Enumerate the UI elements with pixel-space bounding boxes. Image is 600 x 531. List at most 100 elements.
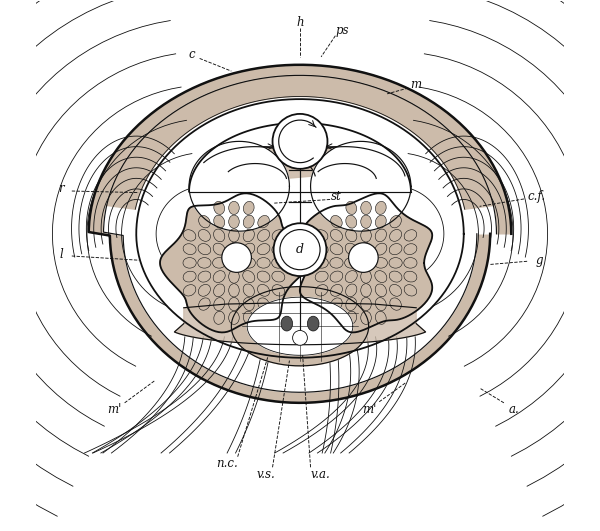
Text: m': m': [107, 402, 121, 416]
Ellipse shape: [346, 284, 357, 297]
Ellipse shape: [229, 243, 239, 256]
Ellipse shape: [244, 297, 254, 311]
Ellipse shape: [346, 297, 356, 311]
Text: l: l: [59, 249, 63, 261]
Ellipse shape: [198, 244, 211, 255]
Ellipse shape: [243, 271, 255, 282]
Ellipse shape: [404, 258, 417, 268]
Ellipse shape: [390, 216, 401, 228]
Ellipse shape: [257, 244, 270, 255]
Ellipse shape: [272, 244, 285, 254]
Ellipse shape: [315, 271, 328, 282]
Ellipse shape: [404, 230, 416, 241]
Text: g: g: [536, 254, 543, 267]
Ellipse shape: [229, 201, 239, 215]
Ellipse shape: [183, 258, 196, 268]
Ellipse shape: [307, 316, 319, 331]
Ellipse shape: [243, 229, 254, 242]
Ellipse shape: [258, 216, 269, 228]
Polygon shape: [189, 141, 289, 231]
Ellipse shape: [346, 311, 356, 324]
Ellipse shape: [198, 258, 211, 268]
Ellipse shape: [257, 271, 270, 282]
Ellipse shape: [361, 270, 371, 283]
Polygon shape: [300, 193, 432, 332]
Ellipse shape: [199, 216, 210, 228]
Ellipse shape: [331, 229, 343, 241]
Ellipse shape: [199, 298, 210, 310]
Ellipse shape: [214, 229, 225, 242]
Ellipse shape: [258, 298, 269, 310]
Ellipse shape: [331, 285, 343, 296]
Circle shape: [280, 229, 320, 270]
Ellipse shape: [214, 201, 224, 215]
Ellipse shape: [361, 215, 371, 228]
Ellipse shape: [229, 229, 239, 242]
Ellipse shape: [257, 229, 269, 241]
Ellipse shape: [315, 258, 328, 268]
Text: h: h: [296, 16, 304, 29]
Ellipse shape: [227, 258, 241, 268]
Circle shape: [349, 243, 378, 272]
Ellipse shape: [331, 216, 342, 228]
Polygon shape: [189, 123, 411, 194]
Ellipse shape: [214, 297, 224, 311]
Ellipse shape: [376, 215, 386, 228]
Text: a.: a.: [509, 402, 520, 416]
Ellipse shape: [330, 271, 343, 282]
Text: st: st: [331, 190, 341, 203]
Ellipse shape: [212, 258, 226, 268]
Ellipse shape: [389, 244, 402, 255]
Polygon shape: [107, 75, 493, 209]
Ellipse shape: [346, 215, 356, 228]
Circle shape: [274, 223, 326, 276]
Ellipse shape: [375, 284, 386, 297]
Polygon shape: [104, 75, 496, 392]
Ellipse shape: [345, 271, 357, 282]
Text: v.s.: v.s.: [256, 468, 275, 481]
Ellipse shape: [390, 298, 401, 310]
Ellipse shape: [199, 229, 211, 241]
Ellipse shape: [389, 229, 401, 241]
Ellipse shape: [213, 243, 225, 255]
Ellipse shape: [229, 270, 239, 283]
Ellipse shape: [281, 316, 293, 331]
Ellipse shape: [243, 243, 255, 255]
Polygon shape: [293, 147, 405, 178]
Text: m: m: [410, 78, 422, 91]
Ellipse shape: [389, 271, 402, 282]
Ellipse shape: [330, 258, 343, 268]
Ellipse shape: [242, 258, 256, 268]
Ellipse shape: [375, 229, 386, 242]
Ellipse shape: [214, 215, 224, 228]
Ellipse shape: [243, 284, 254, 297]
Ellipse shape: [183, 271, 196, 282]
Polygon shape: [160, 193, 308, 332]
Ellipse shape: [316, 230, 328, 241]
Ellipse shape: [404, 244, 417, 254]
Ellipse shape: [244, 201, 254, 215]
Ellipse shape: [257, 285, 269, 296]
Ellipse shape: [361, 311, 371, 324]
Ellipse shape: [244, 215, 254, 228]
Ellipse shape: [346, 201, 356, 215]
Ellipse shape: [361, 284, 371, 297]
Text: ps: ps: [335, 24, 349, 37]
Ellipse shape: [361, 229, 371, 242]
Ellipse shape: [315, 244, 328, 254]
Ellipse shape: [344, 258, 358, 268]
Ellipse shape: [184, 230, 196, 241]
Ellipse shape: [389, 258, 402, 268]
Ellipse shape: [376, 297, 386, 311]
Ellipse shape: [376, 201, 386, 215]
Text: d: d: [296, 243, 304, 256]
Polygon shape: [247, 297, 353, 355]
Polygon shape: [232, 287, 368, 366]
Polygon shape: [89, 65, 511, 403]
Polygon shape: [311, 141, 411, 231]
Ellipse shape: [199, 285, 211, 296]
Circle shape: [272, 114, 328, 169]
Circle shape: [222, 243, 251, 272]
Ellipse shape: [272, 258, 285, 268]
Ellipse shape: [214, 311, 224, 324]
